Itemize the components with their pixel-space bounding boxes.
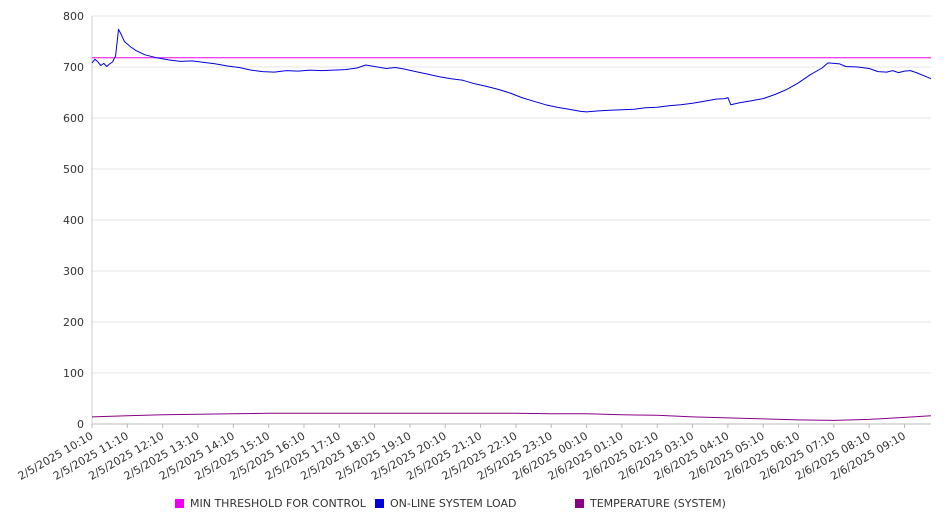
y-tick-label-500: 500: [63, 163, 84, 176]
series-line-on-line-system-load[interactable]: [91, 28, 932, 113]
y-tick-label-600: 600: [63, 112, 84, 125]
series-lines: [91, 28, 932, 421]
legend-label-temperature: TEMPERATURE (SYSTEM): [590, 497, 726, 510]
legend-item-min-threshold[interactable]: MIN THRESHOLD FOR CONTROL: [175, 497, 366, 510]
legend-label-min-threshold: MIN THRESHOLD FOR CONTROL: [190, 497, 366, 510]
legend: MIN THRESHOLD FOR CONTROL ON-LINE SYSTEM…: [0, 497, 946, 515]
y-tick-label-800: 800: [63, 10, 84, 23]
y-tick-label-100: 100: [63, 367, 84, 380]
legend-item-system-load[interactable]: ON-LINE SYSTEM LOAD: [375, 497, 516, 510]
legend-swatch-system-load: [375, 499, 384, 508]
legend-label-system-load: ON-LINE SYSTEM LOAD: [390, 497, 517, 510]
series-line-temperature-system[interactable]: [91, 412, 932, 421]
y-tick-label-700: 700: [63, 61, 84, 74]
line-chart: 0 100 200 300 400 500 600 700 800 2/5/2025 10:10…: [16, 10, 932, 483]
legend-swatch-min-threshold: [175, 499, 184, 508]
legend-item-temperature[interactable]: TEMPERATURE (SYSTEM): [575, 497, 726, 510]
x-axis: 2/5/2025 10:102/5/2025 11:102/5/2025 12:…: [16, 423, 931, 483]
y-tick-label-300: 300: [63, 265, 84, 278]
y-tick-label-0: 0: [77, 418, 84, 431]
y-tick-label-200: 200: [63, 316, 84, 329]
gridlines: [92, 15, 931, 425]
y-axis: 0 100 200 300 400 500 600 700 800: [63, 10, 93, 431]
y-tick-label-400: 400: [63, 214, 84, 227]
legend-swatch-temperature: [575, 499, 584, 508]
